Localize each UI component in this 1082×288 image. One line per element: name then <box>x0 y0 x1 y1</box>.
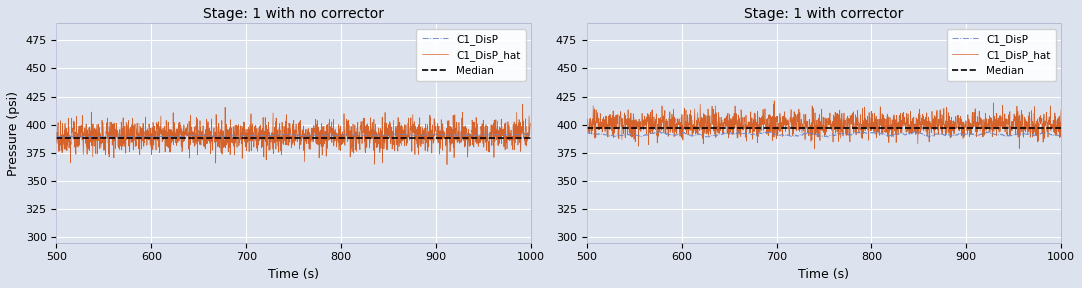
Median <box>107 126 120 129</box>
C1_DisP_hat <box>525 122 538 126</box>
C1_DisP_hat <box>511 124 524 128</box>
C1_DisP_hat <box>511 137 524 141</box>
C1_DisP <box>511 133 524 137</box>
C1_DisP <box>580 131 593 135</box>
X-axis label: Time (s): Time (s) <box>799 268 849 281</box>
Line: C1_DisP: C1_DisP <box>56 134 531 137</box>
C1_DisP_hat <box>808 147 821 150</box>
C1_DisP_hat <box>799 138 812 141</box>
C1_DisP <box>1041 132 1054 135</box>
Line: C1_DisP_hat: C1_DisP_hat <box>56 105 531 165</box>
C1_DisP_hat <box>1055 108 1068 112</box>
C1_DisP_hat <box>1041 121 1054 124</box>
C1_DisP_hat <box>75 132 88 136</box>
Line: C1_DisP: C1_DisP <box>586 131 1061 137</box>
C1_DisP <box>75 134 88 138</box>
Y-axis label: Pressure (psi): Pressure (psi) <box>6 91 19 176</box>
C1_DisP_hat <box>580 126 593 129</box>
C1_DisP <box>821 135 834 139</box>
C1_DisP_hat <box>954 115 967 118</box>
Legend: C1_DisP, C1_DisP_hat, Median: C1_DisP, C1_DisP_hat, Median <box>417 29 526 81</box>
C1_DisP_hat <box>423 113 436 117</box>
Title: Stage: 1 with no corrector: Stage: 1 with no corrector <box>203 7 384 21</box>
C1_DisP_hat <box>516 103 529 106</box>
C1_DisP <box>281 133 294 136</box>
C1_DisP <box>854 130 867 133</box>
C1_DisP <box>525 132 538 136</box>
C1_DisP_hat <box>268 133 281 136</box>
Median <box>106 126 119 129</box>
C1_DisP_hat <box>280 143 293 147</box>
C1_DisP <box>268 133 281 137</box>
C1_DisP_hat <box>1041 124 1054 127</box>
C1_DisP <box>50 135 63 139</box>
C1_DisP_hat <box>440 163 453 166</box>
C1_DisP <box>1055 133 1068 137</box>
C1_DisP <box>799 131 812 135</box>
Title: Stage: 1 with corrector: Stage: 1 with corrector <box>744 7 903 21</box>
C1_DisP <box>810 132 823 136</box>
C1_DisP <box>91 135 104 139</box>
C1_DisP <box>511 133 524 137</box>
C1_DisP_hat <box>812 126 824 129</box>
Line: C1_DisP_hat: C1_DisP_hat <box>586 101 1061 149</box>
C1_DisP <box>605 134 618 137</box>
C1_DisP <box>1041 131 1054 135</box>
X-axis label: Time (s): Time (s) <box>268 268 319 281</box>
C1_DisP_hat <box>605 124 618 127</box>
Legend: C1_DisP, C1_DisP_hat, Median: C1_DisP, C1_DisP_hat, Median <box>947 29 1056 81</box>
C1_DisP_hat <box>768 99 781 103</box>
C1_DisP <box>392 132 405 136</box>
C1_DisP_hat <box>50 136 63 139</box>
C1_DisP <box>954 132 967 136</box>
C1_DisP <box>424 133 437 137</box>
